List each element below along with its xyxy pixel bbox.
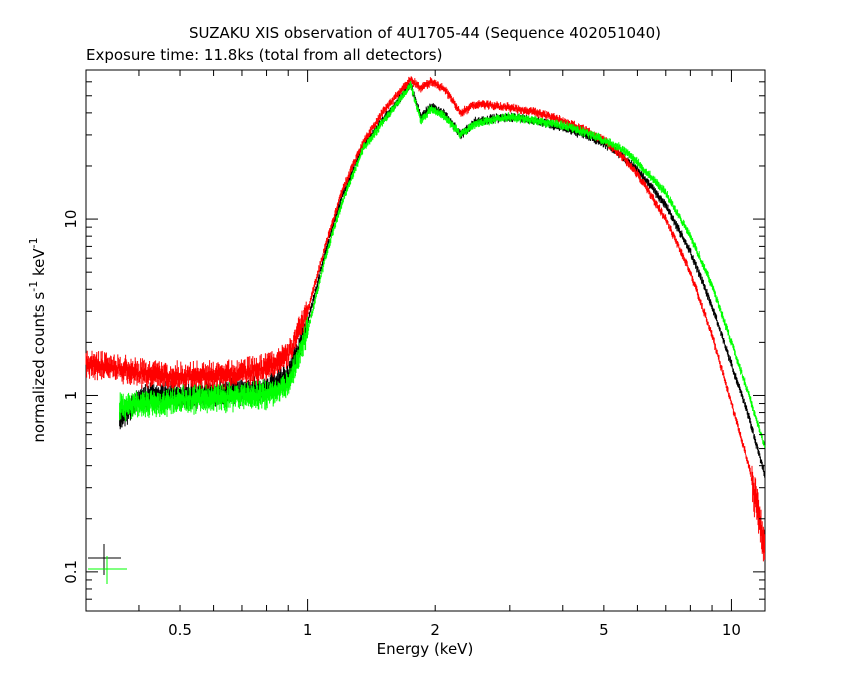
series-1 xyxy=(85,76,766,562)
x-tick-label: 1 xyxy=(303,621,313,639)
y-axis-label: normalized counts s-1 keV-1 xyxy=(27,237,48,442)
y-axis-label-sup2: -1 xyxy=(27,237,40,248)
series-0-errorbars xyxy=(119,81,766,478)
chart-title: SUZAKU XIS observation of 4U1705-44 (Seq… xyxy=(189,24,661,42)
y-axis-label-main: normalized counts s xyxy=(30,292,48,443)
series-layer xyxy=(85,76,766,584)
x-axis-label: Energy (keV) xyxy=(377,640,474,658)
chart-subtitle: Exposure time: 11.8ks (total from all de… xyxy=(86,46,442,64)
series-2 xyxy=(119,81,766,449)
y-axis-ticks: 0.1 1 10 xyxy=(62,69,765,612)
series-1-errorbars xyxy=(85,76,766,562)
y-axis-label-mid: keV xyxy=(30,248,48,281)
y-axis-label-sup1: -1 xyxy=(27,281,40,292)
resolution-crosses xyxy=(88,544,127,584)
x-tick-label: 2 xyxy=(430,621,440,639)
plot-frame xyxy=(85,69,766,612)
series-0 xyxy=(119,81,766,478)
y-tick-label: 1 xyxy=(62,391,80,401)
y-tick-label: 10 xyxy=(62,210,80,229)
series-2-errorbars xyxy=(119,81,766,449)
x-tick-label: 0.5 xyxy=(168,621,192,639)
reference-cross-green xyxy=(88,556,127,584)
x-axis-ticks: 0.5 1 2 5 10 xyxy=(85,70,741,639)
reference-cross-black xyxy=(88,544,121,575)
x-tick-label: 10 xyxy=(722,621,741,639)
x-tick-label: 5 xyxy=(599,621,609,639)
y-tick-label: 0.1 xyxy=(62,560,80,584)
